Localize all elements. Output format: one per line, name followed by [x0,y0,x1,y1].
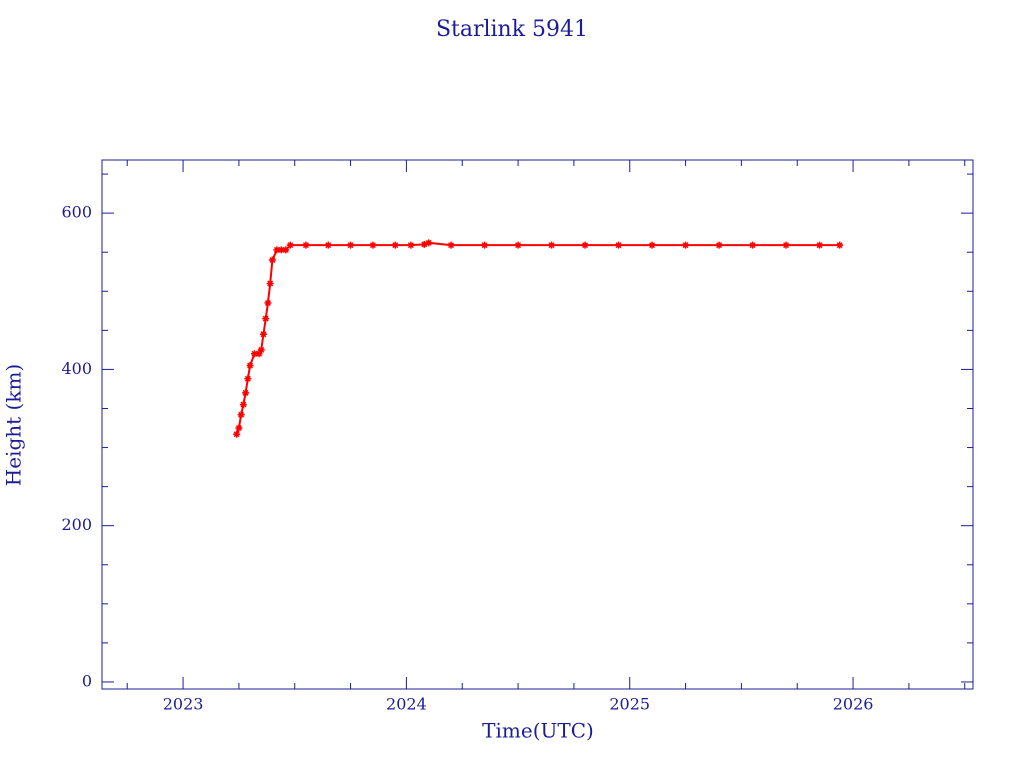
y-axis-label: Height (km) [2,364,26,486]
x-axis-label: Time(UTC) [482,719,594,743]
data-point [615,241,623,249]
data-point [259,330,267,338]
data-point [648,241,656,249]
data-point [369,241,377,249]
data-point [264,299,272,307]
x-tick-label: 2024 [386,695,427,714]
data-point [233,430,241,438]
data-point [816,241,824,249]
data-point [273,246,281,254]
data-point [836,241,844,249]
y-tick-label: 600 [61,203,92,222]
data-line [235,241,840,435]
data-point [286,241,294,249]
y-tick-label: 400 [61,359,92,378]
data-point [239,401,247,409]
chart-title: Starlink 5941 [436,17,588,42]
plot-frame [101,159,974,690]
data-point [481,241,489,249]
data-point [425,239,433,247]
data-point [237,411,245,419]
data-point [514,241,522,249]
data-point [266,279,274,287]
data-point [447,241,455,249]
data-point [749,241,757,249]
data-point [420,240,428,248]
data-point [581,241,589,249]
data-point [782,241,790,249]
data-point [262,315,270,323]
data-point [347,241,355,249]
data-point [548,241,556,249]
y-tick-label: 0 [82,671,92,690]
data-point [242,389,250,397]
data-point [244,375,252,383]
data-point [682,241,690,249]
data-point [277,246,285,254]
data-point [407,241,415,249]
data-point [282,246,290,254]
x-tick-label: 2025 [609,695,650,714]
y-tick-label: 200 [61,515,92,534]
data-point [268,256,276,264]
data-point [246,362,254,370]
data-point [255,350,263,358]
data-point [302,241,310,249]
data-point [324,241,332,249]
data-point [251,350,259,358]
x-tick-label: 2023 [163,695,204,714]
data-point [257,346,265,354]
data-point [715,241,723,249]
data-point [391,241,399,249]
data-point [235,424,243,432]
x-tick-label: 2026 [833,695,874,714]
